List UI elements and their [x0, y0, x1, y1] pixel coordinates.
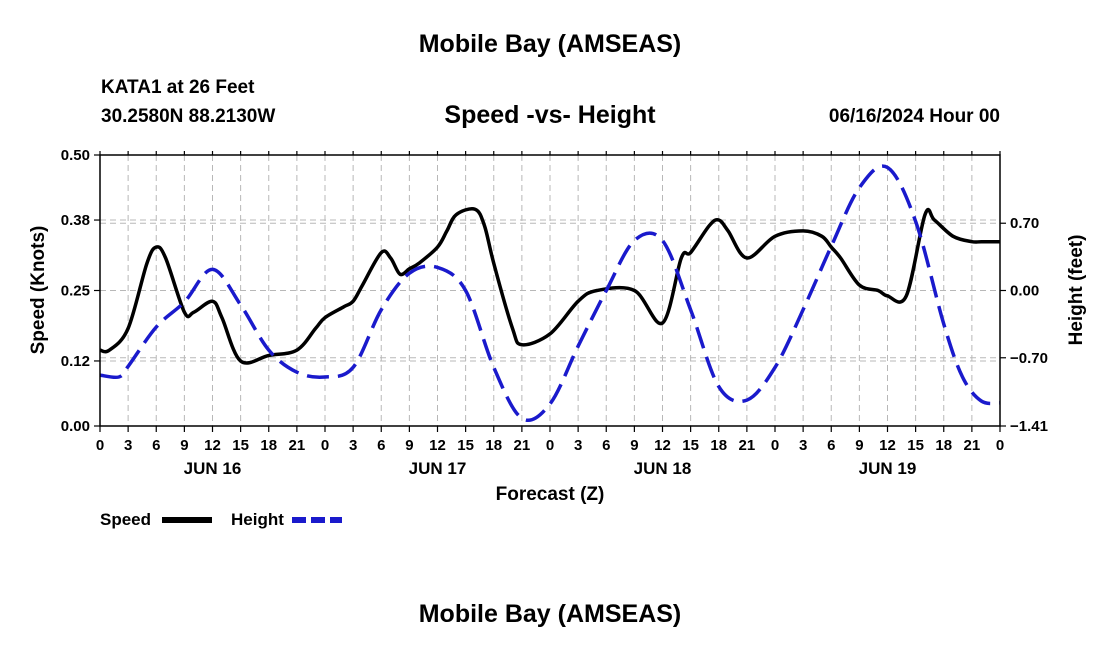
- x-tick-label: 21: [289, 437, 306, 454]
- legend-label-speed: Speed: [100, 510, 151, 529]
- x-tick-label: 3: [799, 437, 807, 454]
- chart-title: Speed -vs- Height: [444, 101, 656, 129]
- x-tick-label: 18: [260, 437, 277, 454]
- y-axis-label: Speed (Knots): [28, 226, 49, 355]
- x-tick-label: 21: [514, 437, 531, 454]
- x-tick-label: 15: [907, 437, 924, 454]
- x-tick-label: 0: [321, 437, 329, 454]
- x-tick-label: 18: [935, 437, 952, 454]
- y2-axis-label: Height (feet): [1066, 235, 1087, 346]
- height-series-line: [99, 164, 1001, 423]
- repeat-title: Mobile Bay (AMSEAS): [418, 600, 682, 628]
- forecast-datetime: 06/16/2024 Hour 00: [828, 106, 1000, 127]
- speed-height-chart: 0 3 6 9 12 15 18 21 0 3 6 9 12 15 18 21 0 3 6 9 12 15 18 21 0 3 6 9…: [28, 147, 1087, 529]
- x-tick-label: 3: [349, 437, 357, 454]
- x-tick-label: 0: [546, 437, 554, 454]
- date-label: JUN 16: [184, 459, 242, 478]
- y2-tick-label: −0.70: [1010, 350, 1048, 367]
- y-tick-label: 0.12: [61, 353, 90, 370]
- x-tick-label: 6: [377, 437, 385, 454]
- grid-lines: [100, 155, 1000, 427]
- date-label: JUN 18: [634, 459, 692, 478]
- x-tick-label: 12: [204, 437, 221, 454]
- legend-label-height: Height: [231, 510, 284, 529]
- y-tick-label: 0.50: [61, 147, 90, 164]
- y-tick-label: 0.38: [61, 212, 90, 229]
- x-tick-label: 15: [682, 437, 699, 454]
- x-tick-label: 21: [739, 437, 756, 454]
- x-tick-label: 12: [429, 437, 446, 454]
- x-tick-label: 15: [232, 437, 249, 454]
- y2-tick-label: 0.70: [1010, 215, 1039, 232]
- x-tick-label: 12: [654, 437, 671, 454]
- x-tick-label: 21: [964, 437, 981, 454]
- x-tick-label: 6: [152, 437, 160, 454]
- date-label: JUN 17: [409, 459, 467, 478]
- x-axis-label: Forecast (Z): [496, 484, 605, 505]
- x-tick-label: 6: [827, 437, 835, 454]
- date-label: JUN 19: [859, 459, 917, 478]
- legend: Speed Height: [100, 510, 342, 529]
- x-tick-label: 9: [630, 437, 638, 454]
- y-tick-label: 0.00: [61, 418, 90, 435]
- x-tick-label: 0: [96, 437, 104, 454]
- x-tick-label: 18: [485, 437, 502, 454]
- x-tick-label: 9: [855, 437, 863, 454]
- station-label: KATA1 at 26 Feet: [101, 77, 255, 98]
- y-tick-label: 0.25: [61, 283, 90, 300]
- speed-series-line: [99, 207, 1000, 365]
- x-tick-label: 15: [457, 437, 474, 454]
- x-tick-label: 0: [771, 437, 779, 454]
- x-tick-label: 9: [405, 437, 413, 454]
- x-tick-label: 9: [180, 437, 188, 454]
- y2-tick-label: 0.00: [1010, 283, 1039, 300]
- x-tick-label: 6: [602, 437, 610, 454]
- x-tick-label: 3: [574, 437, 582, 454]
- x-tick-label: 3: [124, 437, 132, 454]
- y2-tick-label: −1.41: [1010, 418, 1048, 435]
- x-tick-label: 12: [879, 437, 896, 454]
- series-lines: [99, 164, 1001, 423]
- station-coordinates: 30.2580N 88.2130W: [101, 106, 276, 127]
- x-tick-label: 0: [996, 437, 1004, 454]
- x-tick-label: 18: [710, 437, 727, 454]
- axes: 0 3 6 9 12 15 18 21 0 3 6 9 12 15 18 21 0 3 6 9 12 15 18 21 0 3 6 9…: [61, 147, 1048, 478]
- main-title: Mobile Bay (AMSEAS): [418, 30, 682, 58]
